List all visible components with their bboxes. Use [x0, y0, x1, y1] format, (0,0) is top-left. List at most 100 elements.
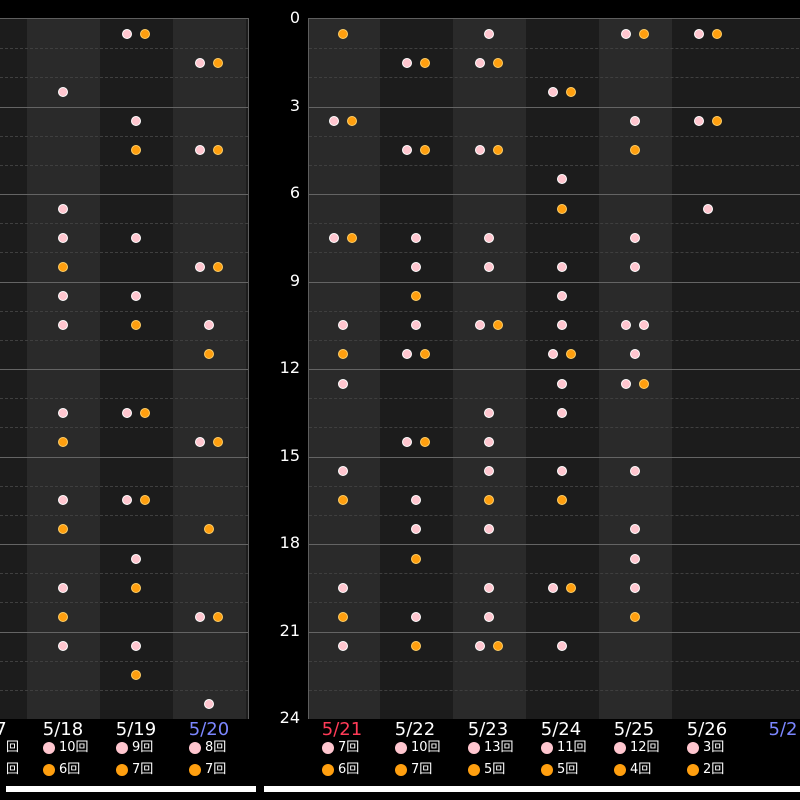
orange-dot[interactable]: [131, 320, 141, 331]
pink-dot[interactable]: [694, 28, 704, 39]
pink-dot[interactable]: [557, 466, 567, 477]
pink-dot[interactable]: [411, 495, 421, 506]
orange-dot[interactable]: [338, 349, 348, 360]
pink-dot[interactable]: [484, 466, 494, 477]
orange-dot[interactable]: [131, 670, 141, 681]
pink-dot[interactable]: [484, 261, 494, 272]
orange-dot[interactable]: [420, 349, 430, 360]
orange-dot[interactable]: [566, 86, 576, 97]
pink-dot[interactable]: [548, 349, 558, 360]
orange-dot[interactable]: [493, 57, 503, 68]
pink-dot[interactable]: [630, 582, 640, 593]
orange-dot[interactable]: [566, 582, 576, 593]
orange-dot[interactable]: [420, 145, 430, 156]
pink-dot[interactable]: [131, 641, 141, 652]
pink-dot[interactable]: [484, 407, 494, 418]
pink-dot[interactable]: [557, 174, 567, 185]
pink-dot[interactable]: [630, 232, 640, 243]
orange-dot[interactable]: [140, 28, 150, 39]
pink-dot[interactable]: [122, 28, 132, 39]
pink-dot[interactable]: [484, 232, 494, 243]
orange-dot[interactable]: [347, 116, 357, 127]
pink-dot[interactable]: [58, 291, 68, 302]
pink-dot[interactable]: [630, 116, 640, 127]
orange-dot[interactable]: [493, 145, 503, 156]
pink-dot[interactable]: [329, 232, 339, 243]
orange-dot[interactable]: [58, 261, 68, 272]
orange-dot[interactable]: [58, 436, 68, 447]
pink-dot[interactable]: [475, 57, 485, 68]
horizontal-scrollbar-right[interactable]: [264, 786, 800, 792]
pink-dot[interactable]: [548, 86, 558, 97]
pink-dot[interactable]: [557, 291, 567, 302]
orange-dot[interactable]: [712, 116, 722, 127]
pink-dot[interactable]: [557, 378, 567, 389]
orange-dot[interactable]: [347, 232, 357, 243]
orange-dot[interactable]: [204, 349, 214, 360]
pink-dot[interactable]: [195, 261, 205, 272]
pink-dot[interactable]: [557, 407, 567, 418]
orange-dot[interactable]: [213, 145, 223, 156]
pink-dot[interactable]: [131, 291, 141, 302]
pink-dot[interactable]: [484, 611, 494, 622]
pink-dot[interactable]: [338, 641, 348, 652]
pink-dot[interactable]: [58, 641, 68, 652]
pink-dot[interactable]: [694, 116, 704, 127]
pink-dot[interactable]: [338, 466, 348, 477]
orange-dot[interactable]: [630, 145, 640, 156]
orange-dot[interactable]: [58, 524, 68, 535]
pink-dot[interactable]: [621, 378, 631, 389]
pink-dot[interactable]: [557, 261, 567, 272]
orange-dot[interactable]: [420, 436, 430, 447]
pink-dot[interactable]: [58, 203, 68, 214]
pink-dot[interactable]: [58, 407, 68, 418]
orange-dot[interactable]: [712, 28, 722, 39]
pink-dot[interactable]: [338, 582, 348, 593]
orange-dot[interactable]: [213, 261, 223, 272]
pink-dot[interactable]: [411, 261, 421, 272]
orange-dot[interactable]: [140, 495, 150, 506]
orange-dot[interactable]: [630, 611, 640, 622]
orange-dot[interactable]: [484, 495, 494, 506]
orange-dot[interactable]: [140, 407, 150, 418]
orange-dot[interactable]: [338, 611, 348, 622]
pink-dot[interactable]: [557, 641, 567, 652]
pink-dot[interactable]: [402, 349, 412, 360]
orange-dot[interactable]: [204, 524, 214, 535]
pink-dot[interactable]: [338, 378, 348, 389]
pink-dot[interactable]: [639, 320, 649, 331]
orange-dot[interactable]: [411, 553, 421, 564]
pink-dot[interactable]: [122, 407, 132, 418]
orange-dot[interactable]: [557, 495, 567, 506]
pink-dot[interactable]: [195, 436, 205, 447]
pink-dot[interactable]: [58, 320, 68, 331]
orange-dot[interactable]: [557, 203, 567, 214]
right-week-panel[interactable]: 0 3 6 9 12 15 18 21 24 5/21 7回 6回 5/22 10回 7回 5/23 13回 5…: [264, 0, 800, 800]
orange-dot[interactable]: [411, 291, 421, 302]
pink-dot[interactable]: [131, 232, 141, 243]
pink-dot[interactable]: [402, 436, 412, 447]
pink-dot[interactable]: [621, 28, 631, 39]
orange-dot[interactable]: [411, 641, 421, 652]
pink-dot[interactable]: [630, 261, 640, 272]
pink-dot[interactable]: [204, 320, 214, 331]
orange-dot[interactable]: [131, 145, 141, 156]
pink-dot[interactable]: [630, 349, 640, 360]
pink-dot[interactable]: [630, 466, 640, 477]
pink-dot[interactable]: [402, 145, 412, 156]
pink-dot[interactable]: [131, 116, 141, 127]
pink-dot[interactable]: [58, 582, 68, 593]
orange-dot[interactable]: [493, 320, 503, 331]
pink-dot[interactable]: [58, 232, 68, 243]
pink-dot[interactable]: [411, 611, 421, 622]
orange-dot[interactable]: [338, 28, 348, 39]
left-week-panel[interactable]: 7 5/18 10回 6回 5/19 9回 7回 5/20 8回 7回 回 回: [0, 0, 256, 800]
pink-dot[interactable]: [131, 553, 141, 564]
orange-dot[interactable]: [639, 378, 649, 389]
orange-dot[interactable]: [566, 349, 576, 360]
pink-dot[interactable]: [58, 86, 68, 97]
pink-dot[interactable]: [557, 320, 567, 331]
pink-dot[interactable]: [475, 145, 485, 156]
pink-dot[interactable]: [484, 582, 494, 593]
pink-dot[interactable]: [122, 495, 132, 506]
